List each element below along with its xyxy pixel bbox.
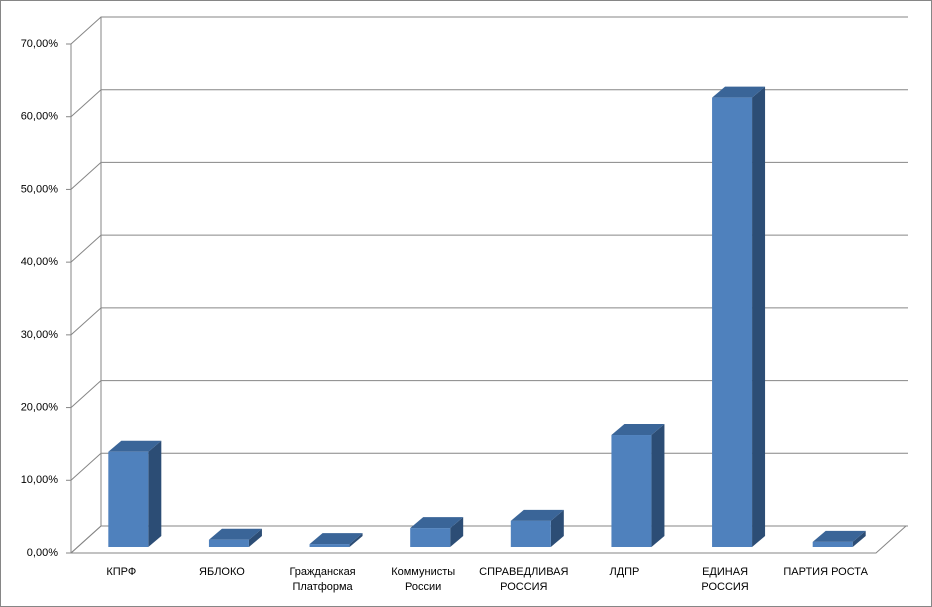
x-tick-label: ЕДИНАЯ РОССИЯ (701, 566, 749, 593)
bar-top (510, 509, 564, 521)
grid-line (70, 452, 908, 481)
bar (309, 544, 350, 547)
grid-line (70, 161, 908, 190)
x-tick-label: СПРАВЕДЛИВАЯ РОССИЯ (479, 566, 569, 593)
grid-line (70, 234, 908, 263)
bar-top (108, 440, 162, 452)
grid-line (70, 525, 908, 554)
grid-line (70, 16, 908, 45)
bar-side (148, 440, 162, 547)
bar (712, 97, 753, 547)
grid-line (70, 89, 908, 118)
bar-side (852, 530, 866, 547)
bar-top (410, 517, 464, 529)
y-tick-label: 60,00% (21, 111, 59, 123)
bar-top (208, 528, 262, 540)
bar-side (248, 528, 262, 547)
x-tick-label: ПАРТИЯ РОСТА (783, 566, 868, 578)
x-tick-label: КПРФ (106, 566, 137, 578)
bar (108, 451, 149, 547)
bar-top (712, 86, 766, 98)
bar (410, 528, 451, 547)
bar-side (550, 509, 564, 547)
bar-side (651, 424, 665, 547)
y-tick-label: 70,00% (21, 38, 59, 50)
floor (69, 525, 908, 554)
x-tick-label: Коммунисты России (391, 566, 456, 593)
y-tick-label: 0,00% (27, 547, 58, 559)
bar (611, 435, 652, 547)
bar (812, 541, 853, 547)
bar (510, 520, 551, 547)
bar-top (812, 530, 866, 542)
bar-top (309, 533, 363, 545)
grid-line (70, 380, 908, 408)
y-tick-label: 50,00% (21, 183, 59, 195)
y-tick-label: 10,00% (21, 474, 59, 486)
y-tick-label: 20,00% (21, 401, 59, 413)
x-tick-label: ЛДПР (609, 566, 640, 578)
bar-side (450, 517, 464, 547)
bar (208, 539, 249, 547)
grid-line (70, 307, 908, 336)
y-tick-label: 30,00% (21, 329, 59, 341)
bar-side (349, 533, 363, 547)
x-tick-label: Гражданская Платформа (289, 566, 356, 593)
x-tick-label: ЯБЛОКО (199, 566, 245, 578)
bar-top (611, 424, 665, 436)
bar-side (752, 86, 766, 547)
y-tick-label: 40,00% (21, 256, 59, 268)
